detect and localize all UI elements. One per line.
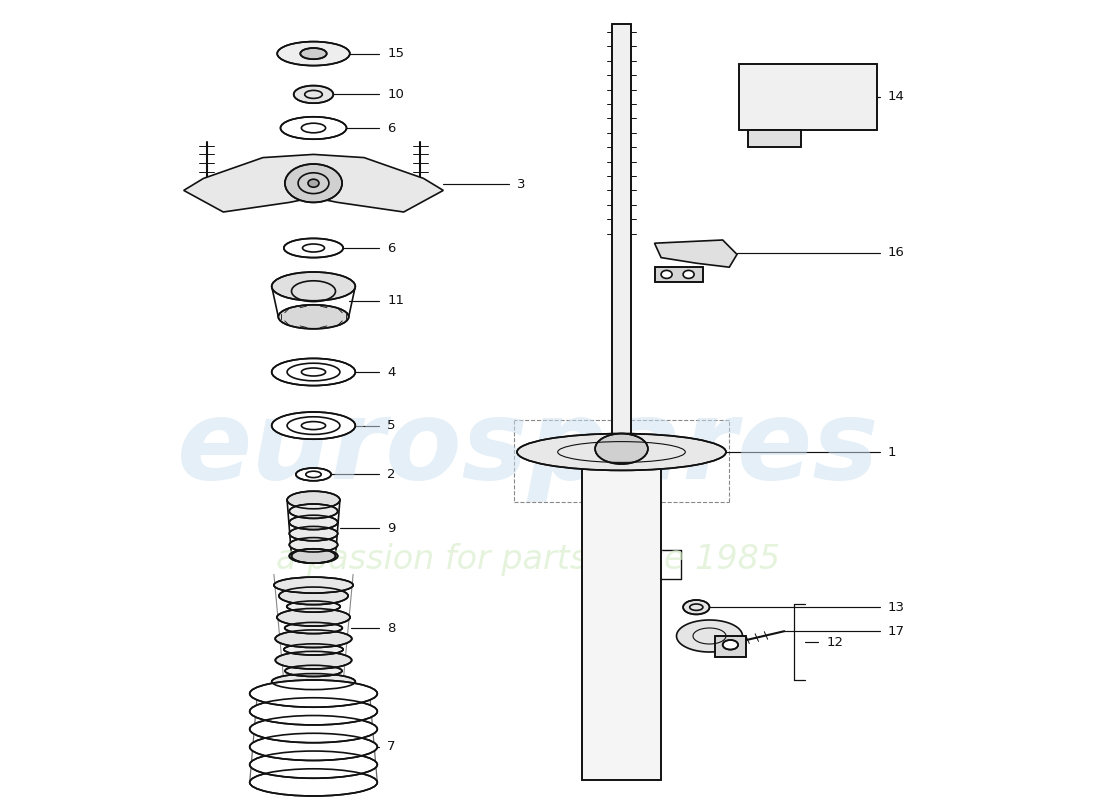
Text: 3: 3 <box>517 178 526 190</box>
Text: 12: 12 <box>826 635 843 649</box>
Ellipse shape <box>308 179 319 187</box>
Ellipse shape <box>275 651 352 669</box>
Ellipse shape <box>292 549 336 563</box>
Ellipse shape <box>289 515 338 530</box>
Ellipse shape <box>683 270 694 278</box>
Ellipse shape <box>275 630 352 647</box>
Text: 1: 1 <box>888 446 896 458</box>
Polygon shape <box>654 240 737 267</box>
Ellipse shape <box>285 164 342 202</box>
Ellipse shape <box>595 434 648 464</box>
Text: 9: 9 <box>387 522 396 534</box>
Ellipse shape <box>287 601 340 612</box>
Ellipse shape <box>277 609 350 626</box>
Bar <box>654 267 703 282</box>
Ellipse shape <box>294 86 333 103</box>
Ellipse shape <box>272 358 355 386</box>
Ellipse shape <box>279 587 348 605</box>
Ellipse shape <box>280 117 346 139</box>
Ellipse shape <box>285 622 342 634</box>
Bar <box>748 130 801 147</box>
Bar <box>582 454 661 780</box>
Text: 5: 5 <box>387 419 396 432</box>
Ellipse shape <box>287 491 340 509</box>
Bar <box>612 24 631 450</box>
Ellipse shape <box>250 698 377 725</box>
Ellipse shape <box>300 48 327 59</box>
Ellipse shape <box>274 577 353 593</box>
Bar <box>715 636 746 657</box>
Ellipse shape <box>278 305 349 329</box>
Ellipse shape <box>272 272 355 301</box>
Ellipse shape <box>284 644 343 655</box>
Ellipse shape <box>250 715 377 742</box>
Ellipse shape <box>723 640 738 650</box>
Ellipse shape <box>250 680 377 707</box>
Ellipse shape <box>289 504 338 518</box>
Ellipse shape <box>289 526 338 541</box>
Text: 2: 2 <box>387 468 396 481</box>
Ellipse shape <box>272 674 355 690</box>
Polygon shape <box>676 620 742 652</box>
Text: 4: 4 <box>387 366 396 378</box>
Ellipse shape <box>289 538 338 552</box>
Ellipse shape <box>289 549 338 563</box>
Bar <box>739 64 877 130</box>
Text: 7: 7 <box>387 740 396 754</box>
Ellipse shape <box>683 600 710 614</box>
Ellipse shape <box>296 468 331 481</box>
Ellipse shape <box>250 751 377 778</box>
Ellipse shape <box>517 434 726 470</box>
Ellipse shape <box>284 238 343 258</box>
Bar <box>739 64 877 130</box>
Text: 6: 6 <box>387 242 396 254</box>
Text: 15: 15 <box>387 47 404 60</box>
Bar <box>612 24 631 450</box>
Ellipse shape <box>285 666 342 677</box>
Text: a passion for parts since 1985: a passion for parts since 1985 <box>276 543 780 577</box>
Polygon shape <box>184 154 443 212</box>
Bar <box>748 130 801 147</box>
Bar <box>654 267 703 282</box>
Text: eurospares: eurospares <box>177 394 879 502</box>
Text: 6: 6 <box>387 122 396 134</box>
Text: 16: 16 <box>888 246 904 259</box>
Bar <box>715 636 746 657</box>
Text: 11: 11 <box>387 294 404 307</box>
Ellipse shape <box>277 42 350 66</box>
Ellipse shape <box>250 769 377 796</box>
Text: 8: 8 <box>387 622 396 634</box>
Ellipse shape <box>272 412 355 439</box>
Bar <box>582 454 661 780</box>
Ellipse shape <box>250 734 377 761</box>
Text: 17: 17 <box>888 625 904 638</box>
Text: 10: 10 <box>387 88 404 101</box>
Text: 14: 14 <box>888 90 904 103</box>
Ellipse shape <box>661 270 672 278</box>
Text: 13: 13 <box>888 601 904 614</box>
